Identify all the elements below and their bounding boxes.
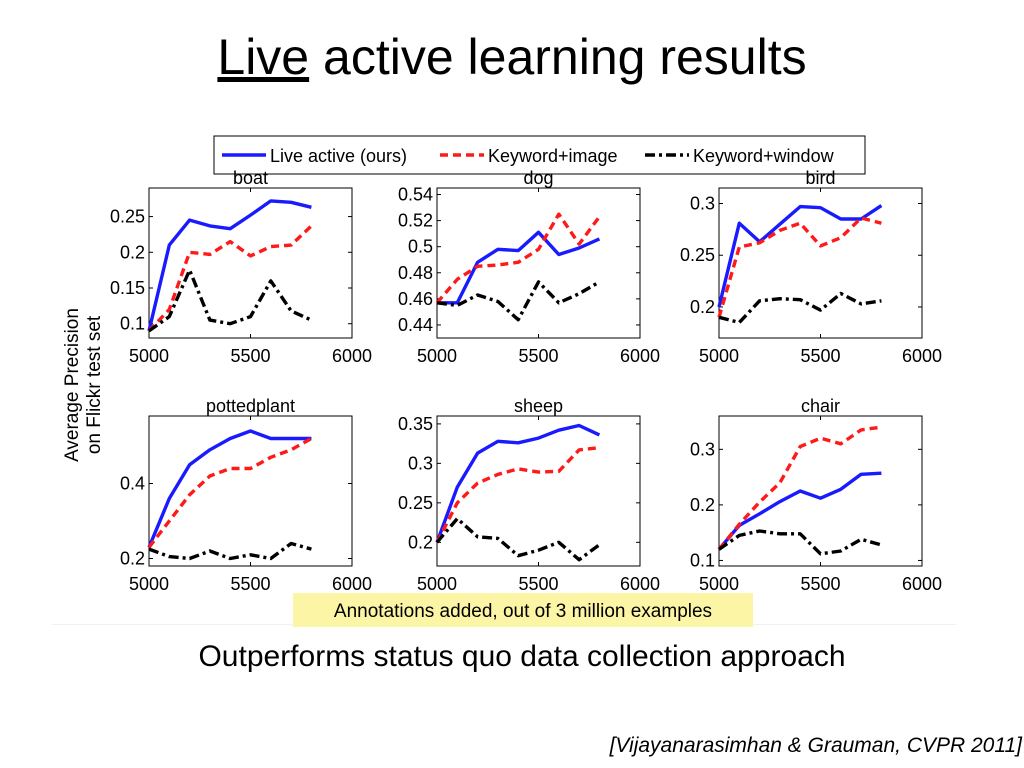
series-line-keyword-window — [148, 541, 312, 561]
x-tick-label: 5500 — [800, 346, 840, 366]
y-tick-label: 0.1 — [690, 550, 715, 570]
y-tick-label: 0.2 — [120, 549, 145, 569]
chart-title: chair — [801, 396, 840, 416]
y-tick-label: 0.4 — [120, 474, 145, 494]
x-tick-label: 5000 — [129, 346, 169, 366]
y-tick-label: 0.48 — [398, 263, 433, 283]
series-line-keyword-image — [147, 437, 313, 549]
series-line-keyword-window — [435, 516, 601, 562]
y-tick-label: 0.44 — [398, 315, 433, 335]
series-line-live — [435, 423, 601, 543]
slide-title: Live active learning results — [0, 28, 1024, 86]
series-line-keyword-image — [435, 445, 600, 544]
legend-label-keyword-window: Keyword+window — [693, 146, 835, 166]
plot-area — [718, 415, 923, 567]
y-tick-label: 0.3 — [690, 194, 715, 214]
y-tick-label: 0.52 — [398, 211, 433, 231]
slide-subtitle: Outperforms status quo data collection a… — [198, 640, 846, 673]
x-axis-label-highlight — [293, 593, 753, 627]
x-tick-label: 5000 — [417, 574, 457, 594]
y-tick-label: 0.25 — [110, 207, 145, 227]
x-tick-label: 6000 — [332, 574, 372, 594]
x-tick-label: 6000 — [902, 574, 942, 594]
y-tick-label: 0.2 — [408, 532, 433, 552]
series-line-live — [717, 204, 883, 308]
y-tick-label: 0.3 — [690, 439, 715, 459]
chart-dog: dog 5000 5500 6000 0.44 0.46 0.48 0.5 0.52 0.54 — [398, 168, 660, 366]
y-tick-label: 0.46 — [398, 289, 433, 309]
citation: [Vijayanarasimhan & Grauman, CVPR 2011] — [609, 734, 1022, 757]
y-tick-label: 0.2 — [690, 297, 715, 317]
series-line-keyword-window — [148, 268, 313, 333]
chart-sheep: sheep 5000 5500 6000 0.2 0.25 0.3 0.35 — [398, 396, 660, 594]
plot-area — [436, 415, 641, 567]
x-tick-label: 5000 — [417, 346, 457, 366]
charts-group: boat 5000 5500 6000 0.1 0.15 0.2 0.25 dog 5000 550… — [110, 168, 942, 594]
chart-pottedplant: pottedplant 5000 5500 6000 0.2 0.4 — [120, 396, 372, 594]
series-line-keyword-window — [436, 280, 601, 322]
x-tick-label: 5500 — [230, 346, 270, 366]
x-tick-label: 5500 — [518, 574, 558, 594]
y-tick-label: 0.3 — [408, 453, 433, 473]
plot-area — [436, 187, 641, 339]
x-tick-label: 5000 — [129, 574, 169, 594]
chart-title: bird — [805, 168, 835, 188]
series-line-live — [717, 471, 882, 551]
series-line-live — [147, 199, 312, 332]
chart-boat: boat 5000 5500 6000 0.1 0.15 0.2 0.25 — [110, 168, 372, 366]
series-line-keyword-image — [717, 425, 882, 551]
legend-box — [213, 135, 866, 175]
x-axis-label: Annotations added, out of 3 million exam… — [334, 601, 712, 622]
y-tick-label: 0.25 — [680, 245, 715, 265]
slide-title-rest: active learning results — [309, 29, 807, 85]
y-tick-label: 0.5 — [408, 237, 433, 257]
legend-label-keyword-image: Keyword+image — [488, 146, 618, 166]
slide-title-underlined: Live — [217, 29, 310, 85]
series-line-live — [147, 429, 312, 548]
plot-area — [148, 187, 353, 339]
chart-title: sheep — [514, 396, 563, 416]
series-line-keyword-image — [435, 212, 601, 304]
series-line-live — [437, 230, 601, 305]
x-tick-label: 6000 — [902, 346, 942, 366]
chart-title: pottedplant — [206, 396, 295, 416]
x-tick-label: 6000 — [332, 346, 372, 366]
x-tick-label: 6000 — [620, 346, 660, 366]
y-axis-label-line2: on Flickr test set — [84, 315, 105, 454]
chart-title: boat — [233, 168, 268, 188]
chart-bird: bird 5000 5500 6000 0.2 0.25 0.3 — [680, 168, 942, 366]
y-axis-label-line1: Average Precision — [62, 308, 83, 462]
y-tick-label: 0.25 — [398, 493, 433, 513]
legend-label-live: Live active (ours) — [270, 146, 407, 166]
x-tick-label: 5000 — [699, 574, 739, 594]
series-line-keyword-window — [718, 529, 882, 556]
x-tick-label: 5500 — [800, 574, 840, 594]
plot-area — [718, 187, 923, 339]
y-tick-label: 0.15 — [110, 278, 145, 298]
y-tick-label: 0.2 — [120, 242, 145, 262]
plot-area — [148, 415, 353, 567]
y-tick-label: 0.1 — [120, 314, 145, 334]
chart-title: dog — [523, 168, 553, 188]
x-tick-label: 6000 — [620, 574, 660, 594]
series-line-keyword-window — [718, 291, 882, 325]
x-tick-label: 5000 — [699, 346, 739, 366]
series-line-keyword-image — [147, 224, 313, 333]
y-tick-label: 0.54 — [398, 185, 433, 205]
chart-chair: chair 5000 5500 6000 0.1 0.2 0.3 — [690, 396, 942, 594]
y-tick-label: 0.2 — [690, 495, 715, 515]
legend: Live active (ours) Keyword+image Keyword… — [213, 135, 866, 175]
y-tick-label: 0.35 — [398, 414, 433, 434]
x-tick-label: 5500 — [230, 574, 270, 594]
series-line-keyword-image — [717, 216, 882, 318]
x-tick-label: 5500 — [518, 346, 558, 366]
